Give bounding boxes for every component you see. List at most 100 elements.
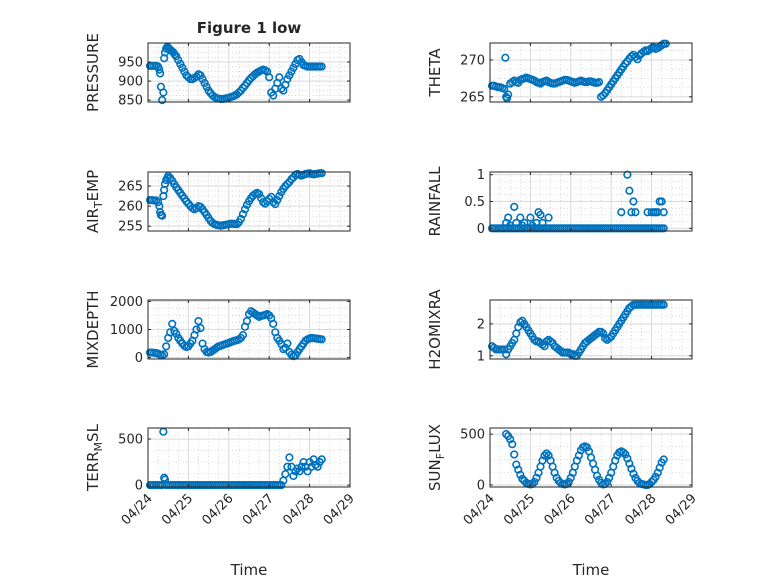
y-tick-label: 950	[118, 56, 143, 71]
data-series	[487, 39, 670, 103]
data-point	[162, 342, 171, 351]
data-point	[530, 477, 539, 487]
y-axis-label: TERRMSL	[84, 423, 105, 492]
data-point	[621, 450, 630, 459]
x-axis-label: Time	[230, 561, 268, 579]
data-point	[275, 191, 284, 201]
data-point	[196, 323, 205, 333]
data-point	[530, 335, 539, 344]
data-point	[659, 208, 668, 217]
data-point	[500, 345, 509, 354]
data-point	[542, 449, 551, 458]
data-point	[659, 455, 668, 464]
data-point	[155, 65, 164, 74]
axes-box	[147, 171, 351, 232]
data-point	[170, 50, 179, 59]
y-tick-label: 1	[477, 349, 485, 364]
y-tick-label: 265	[118, 180, 143, 195]
data-point	[661, 39, 670, 48]
axes-box	[489, 299, 693, 360]
y-tick-label: 255	[118, 220, 143, 235]
data-point	[154, 198, 163, 207]
data-point	[629, 197, 638, 206]
y-tick-label: 2000	[110, 295, 143, 310]
data-point	[257, 193, 266, 203]
data-point	[502, 350, 511, 359]
data-point	[526, 213, 535, 222]
data-point	[582, 443, 592, 452]
data-point	[259, 198, 268, 207]
data-point	[605, 334, 614, 343]
data-point	[232, 220, 241, 229]
data-series	[145, 42, 326, 105]
data-point	[651, 472, 660, 481]
data-point	[236, 214, 246, 224]
y-tick-label: 900	[118, 75, 143, 90]
data-point	[281, 343, 290, 352]
subplot-grid: 850 900 950 PRESSURE Figure 1 low 265 270 THETA…	[84, 19, 700, 579]
data-point	[518, 474, 527, 483]
data-point	[504, 90, 513, 99]
data-point	[501, 53, 510, 62]
data-point	[238, 210, 248, 219]
y-tick-label: 500	[460, 428, 485, 443]
y-axis-label: PRESSURE	[84, 33, 102, 112]
y-axis-label: THETA	[426, 48, 444, 98]
data-point	[283, 179, 292, 189]
data-point	[631, 208, 640, 217]
data-point	[659, 224, 668, 233]
data-point	[156, 69, 165, 78]
data-point	[625, 186, 634, 195]
data-point	[192, 325, 201, 334]
data-point	[317, 335, 326, 344]
data-point	[234, 88, 243, 97]
data-point	[617, 208, 626, 217]
subplot-3: 255 260 265 AIRTEMP	[84, 169, 351, 235]
data-point	[317, 169, 326, 178]
data-point	[295, 467, 304, 476]
data-point	[508, 440, 517, 449]
data-point	[317, 62, 326, 71]
data-point	[277, 481, 286, 490]
data-point	[629, 469, 638, 478]
data-point	[273, 195, 282, 205]
data-point	[659, 300, 668, 309]
data-point	[540, 451, 549, 460]
data-point	[592, 471, 602, 480]
y-tick-label: 500	[118, 433, 143, 448]
data-point	[297, 462, 306, 471]
data-point	[317, 455, 326, 464]
data-point	[238, 331, 248, 340]
y-tick-label: 265	[460, 90, 485, 105]
subplot-1: 850 900 950 PRESSURE Figure 1 low	[84, 19, 351, 112]
y-axis-label: AIRTEMP	[84, 170, 105, 233]
data-point	[516, 318, 525, 327]
y-tick-label: 260	[118, 200, 143, 215]
axes-box	[147, 427, 351, 488]
data-point	[159, 88, 168, 97]
y-tick-label: 0.5	[464, 195, 485, 210]
data-point	[516, 213, 525, 222]
data-point	[516, 470, 525, 479]
data-point	[160, 350, 169, 359]
data-point	[564, 348, 573, 357]
data-point	[240, 205, 250, 214]
axes-box	[489, 427, 693, 488]
data-point	[546, 337, 555, 346]
data-point	[158, 95, 167, 105]
y-tick-label: 0	[477, 478, 485, 493]
subplot-5: 0 1000 2000 MIXDEPTH	[84, 290, 351, 369]
data-point	[269, 198, 278, 207]
data-point	[596, 327, 606, 336]
data-series	[145, 169, 326, 230]
data-point	[514, 323, 523, 332]
y-tick-label: 1000	[110, 323, 143, 338]
axes-box	[489, 42, 693, 103]
data-point	[631, 52, 640, 62]
data-point	[657, 197, 666, 206]
data-point	[627, 208, 636, 217]
data-point	[164, 171, 173, 181]
y-tick-label: 270	[460, 53, 485, 68]
